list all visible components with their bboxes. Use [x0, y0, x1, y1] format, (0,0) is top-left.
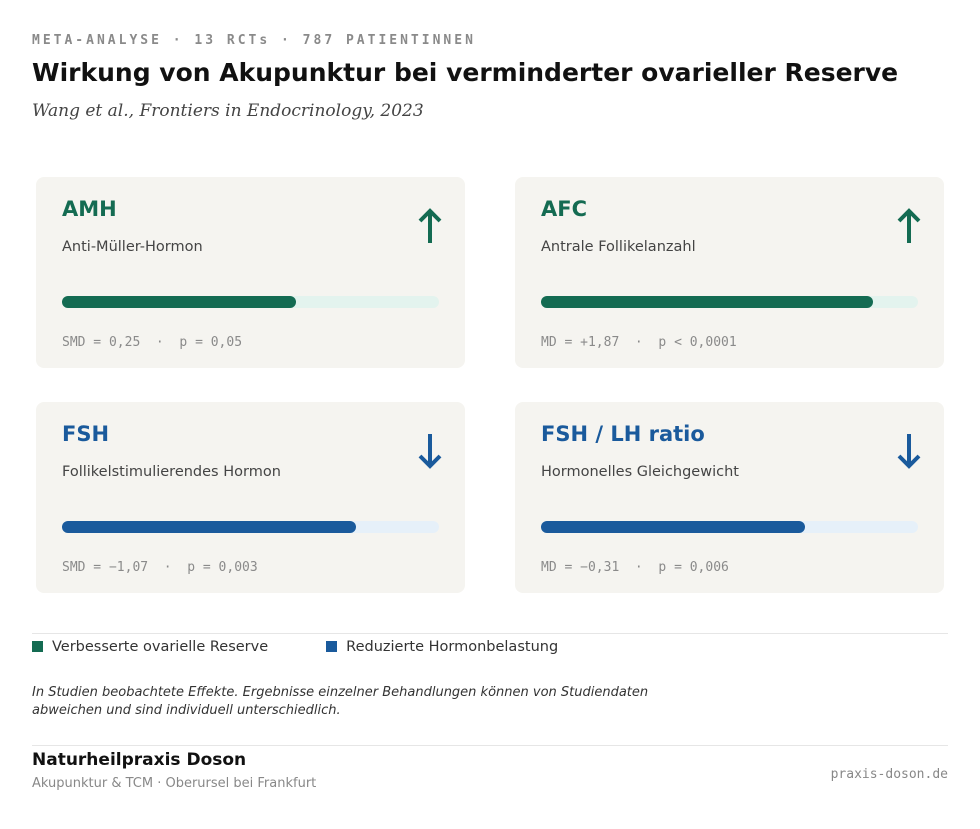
card: FSH / LH ratio Hormonelles Gleichgewicht M… [515, 402, 944, 593]
card-subtitle: Hormonelles Gleichgewicht [541, 464, 739, 480]
arrow-up [897, 208, 921, 243]
effect-size: MD = +1,87 [541, 335, 620, 350]
title: Wirkung von Akupunktur bei verminderter … [32, 58, 899, 87]
legend-label: Verbesserte ovarielle Reserve [52, 639, 269, 655]
arrow-shape [897, 208, 921, 243]
legend-item: Reduzierte Hormonbelastung [326, 639, 558, 655]
p-value: p < 0,0001 [658, 335, 737, 350]
arrow-down [418, 434, 442, 469]
card-title: FSH / LH ratio [541, 422, 705, 446]
effect-size: MD = −0,31 [541, 560, 620, 575]
card-title: AMH [62, 197, 117, 221]
stat: SMD = −1,07 · p = 0,003 [62, 560, 258, 575]
arrow-down [897, 434, 921, 469]
legend: Verbesserte ovarielle Reserve Reduzierte … [32, 639, 558, 655]
brand: Naturheilpraxis Doson [32, 750, 247, 770]
arrow-up [418, 208, 442, 243]
legend-label: Reduzierte Hormonbelastung [346, 639, 559, 655]
bar-track [541, 521, 918, 533]
card-subtitle: Anti-Müller-Hormon [62, 239, 203, 255]
bar-fill [541, 521, 805, 533]
card: FSH Follikelstimulierendes Hormon SMD = −1… [36, 402, 465, 593]
effect-size: SMD = 0,25 [62, 335, 141, 350]
bar-track [62, 521, 439, 533]
url: praxis-doson.de [830, 767, 948, 782]
card: AMH Anti-Müller-Hormon SMD = 0,25 · p = 0,… [36, 177, 465, 368]
stat: MD = +1,87 · p < 0,0001 [541, 335, 737, 350]
bar-fill [541, 296, 873, 308]
card-title: FSH [62, 422, 110, 446]
effect-size: SMD = −1,07 [62, 560, 149, 575]
divider [32, 633, 948, 634]
tagline: Akupunktur & TCM · Oberursel bei Frankfu… [32, 776, 317, 791]
source: Wang et al., Frontiers in Endocrinology,… [32, 101, 424, 121]
p-value: p = 0,05 [179, 335, 243, 350]
bar-track [541, 296, 918, 308]
card-subtitle: Follikelstimulierendes Hormon [62, 464, 281, 480]
card-title: AFC [541, 197, 588, 221]
stat: SMD = 0,25 · p = 0,05 [62, 335, 243, 350]
p-value: p = 0,006 [658, 560, 729, 575]
legend-item: Verbesserte ovarielle Reserve [32, 639, 268, 655]
bar-fill [62, 521, 357, 533]
kicker: META-ANALYSE · 13 RCTs · 787 PATIENTINNE… [32, 33, 476, 48]
bar-track [62, 296, 439, 308]
p-value: p = 0,003 [187, 560, 258, 575]
bar-fill [62, 296, 296, 308]
legend-swatch [326, 641, 338, 652]
card: AFC Antrale Follikelanzahl MD = +1,87 · p … [515, 177, 944, 368]
card-subtitle: Antrale Follikelanzahl [541, 239, 696, 255]
arrow-shape [897, 434, 921, 469]
note: In Studien beobachtete Effekte. Ergebnis… [32, 685, 649, 718]
arrow-shape [418, 434, 442, 469]
stat: MD = −0,31 · p = 0,006 [541, 560, 729, 575]
arrow-shape [418, 208, 442, 243]
divider [32, 745, 948, 746]
legend-swatch [32, 641, 43, 652]
